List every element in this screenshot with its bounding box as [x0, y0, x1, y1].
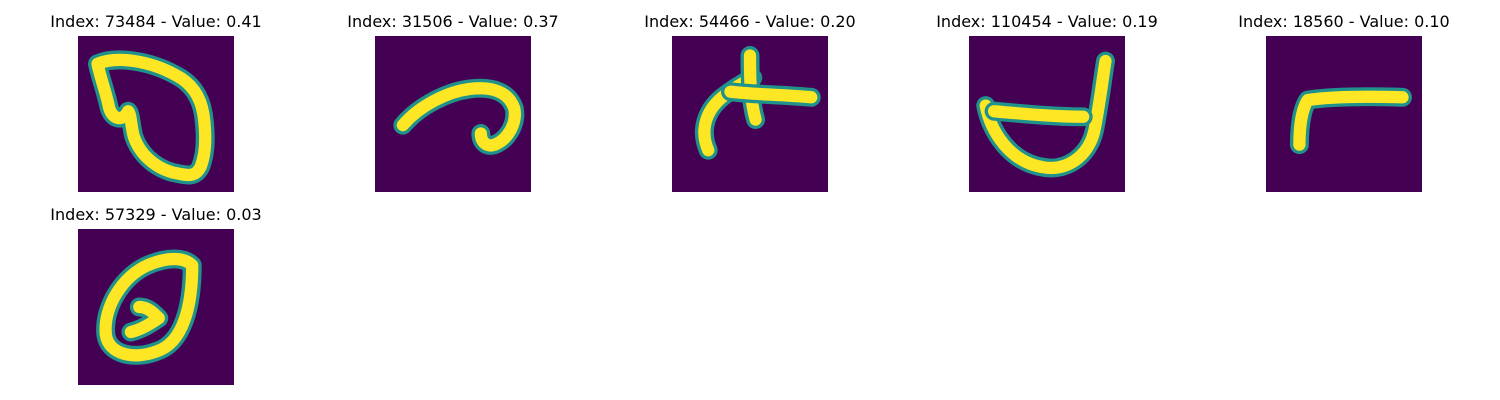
glyph-stroke	[987, 105, 1090, 123]
digit-image	[78, 229, 234, 385]
panel-title: Index: 57329 - Value: 0.03	[50, 205, 262, 224]
panel-title: Index: 110454 - Value: 0.19	[936, 12, 1158, 31]
digit-image	[672, 36, 828, 192]
panel-title: Index: 73484 - Value: 0.41	[50, 12, 262, 31]
digit-image	[1266, 36, 1422, 192]
glyph-stroke	[91, 53, 212, 182]
panel-6: Index: 57329 - Value: 0.03	[41, 193, 271, 385]
panel-4: Index: 110454 - Value: 0.19	[932, 0, 1162, 192]
glyph-stroke	[396, 82, 521, 152]
panel-title: Index: 54466 - Value: 0.20	[644, 12, 856, 31]
digit-image	[375, 36, 531, 192]
panel-title: Index: 31506 - Value: 0.37	[347, 12, 559, 31]
panel-5: Index: 18560 - Value: 0.10	[1229, 0, 1459, 192]
glyph-stroke	[99, 252, 199, 362]
panel-title: Index: 18560 - Value: 0.10	[1238, 12, 1450, 31]
panel-2: Index: 31506 - Value: 0.37	[338, 0, 568, 192]
glyph-stroke	[124, 300, 165, 339]
glyph-stroke	[1293, 90, 1409, 151]
panel-1: Index: 73484 - Value: 0.41	[41, 0, 271, 192]
glyph-stroke	[724, 85, 818, 104]
digit-image	[969, 36, 1125, 192]
image-background	[1266, 36, 1422, 192]
panel-3: Index: 54466 - Value: 0.20	[635, 0, 865, 192]
glyph-stroke	[979, 54, 1112, 175]
digit-image	[78, 36, 234, 192]
